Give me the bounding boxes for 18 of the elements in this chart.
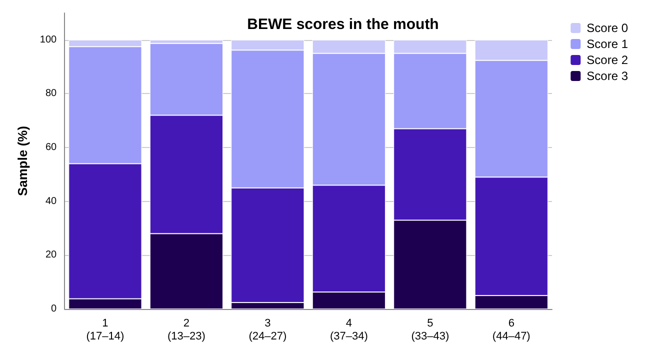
y-tick-label: 100	[40, 34, 58, 46]
x-tick-label: 2 (13–23)	[167, 318, 206, 342]
x-tick-label: 6 (44–47)	[492, 318, 530, 342]
y-axis-title: Sample (%)	[15, 126, 30, 196]
legend-label: Score 2	[586, 53, 628, 67]
y-tick-label: 60	[45, 142, 58, 154]
x-tick-label: 3 (24–27)	[248, 318, 287, 342]
y-tick-label: 80	[45, 88, 58, 100]
x-tick-label: 4 (37–34)	[330, 318, 368, 342]
x-tick-label: 1 (17–14)	[86, 318, 124, 342]
chart-title: BEWE scores in the mouth	[247, 16, 439, 33]
x-tick-label: 5 (33–43)	[411, 318, 450, 342]
y-tick-label: 40	[45, 196, 58, 207]
legend-label: Score 0	[586, 21, 628, 35]
y-tick-label: 20	[45, 250, 58, 261]
legend-label: Score 3	[586, 69, 628, 83]
legend-label: Score 1	[586, 37, 628, 51]
y-tick-label: 0	[51, 304, 58, 314]
